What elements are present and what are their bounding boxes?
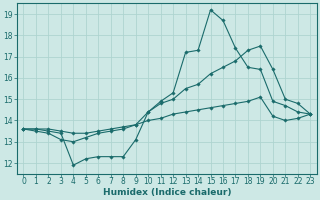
X-axis label: Humidex (Indice chaleur): Humidex (Indice chaleur) — [103, 188, 231, 197]
